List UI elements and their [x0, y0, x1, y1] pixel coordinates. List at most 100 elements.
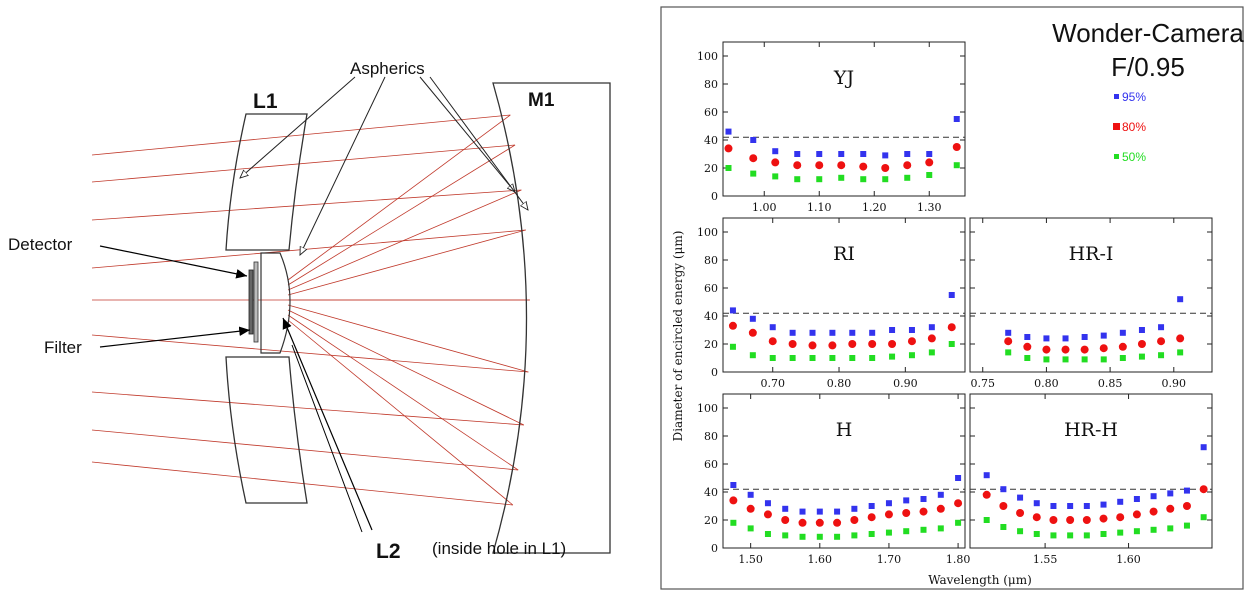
- point-80: [746, 504, 755, 513]
- l2-pointer-2: [291, 344, 363, 533]
- point-80: [867, 513, 876, 522]
- y-tick-label: 20: [704, 514, 718, 527]
- point-95: [903, 497, 910, 504]
- point-50: [955, 519, 962, 526]
- point-50: [1100, 531, 1107, 537]
- ray-incoming: [91, 114, 511, 156]
- point-95: [834, 508, 841, 515]
- point-95: [750, 137, 757, 143]
- point-80: [919, 507, 928, 516]
- point-95: [1033, 500, 1040, 507]
- point-95: [1062, 335, 1069, 342]
- x-tick-label: 1.55: [1033, 553, 1058, 566]
- y-tick-label: 40: [704, 486, 718, 499]
- y-tick-label: 40: [704, 310, 718, 323]
- point-95: [799, 508, 806, 515]
- x-tick-label: 0.80: [1034, 377, 1059, 390]
- point-50: [868, 531, 875, 537]
- point-95: [725, 128, 732, 135]
- point-80: [749, 154, 758, 163]
- y-tick-label: 20: [704, 162, 718, 175]
- point-80: [788, 340, 797, 348]
- point-50: [1005, 349, 1012, 356]
- x-tick-label: 0.90: [1162, 377, 1187, 390]
- point-50: [772, 173, 779, 180]
- point-50: [1000, 524, 1007, 530]
- point-50: [829, 355, 836, 361]
- ray-reflected: [287, 304, 529, 373]
- l2-label: L2: [376, 540, 401, 563]
- point-95: [1024, 334, 1031, 340]
- point-80: [768, 337, 777, 346]
- point-95: [1100, 332, 1107, 339]
- x-tick-label: 1.50: [738, 553, 763, 566]
- ray-incoming: [91, 229, 526, 269]
- point-95: [1200, 444, 1207, 451]
- point-80: [781, 516, 790, 524]
- point-80: [868, 340, 877, 348]
- point-50: [1081, 356, 1088, 363]
- point-95: [1158, 324, 1165, 331]
- aspherics-label: Aspherics: [350, 59, 425, 78]
- point-50: [1043, 356, 1050, 363]
- filter-element: [253, 261, 259, 343]
- y-axis-label: Diameter of encircled energy (μm): [671, 231, 685, 442]
- point-80: [952, 143, 961, 151]
- y-tick-label: 100: [697, 402, 718, 415]
- inside-hole-label: (inside hole in L1): [432, 539, 566, 558]
- y-tick-label: 80: [704, 254, 718, 267]
- y-tick-label: 60: [704, 106, 718, 119]
- m1-label: M1: [528, 90, 555, 111]
- point-50: [809, 355, 816, 361]
- ray-incoming: [91, 334, 529, 373]
- point-50: [794, 176, 801, 183]
- point-50: [838, 174, 845, 181]
- point-50: [882, 176, 889, 183]
- l2-pointer: [282, 317, 373, 531]
- point-95: [1050, 503, 1057, 509]
- point-80: [724, 144, 733, 153]
- point-95: [838, 151, 845, 157]
- point-95: [1117, 498, 1124, 505]
- point-80: [798, 518, 807, 527]
- x-tick-label: 1.30: [917, 201, 942, 214]
- x-tick-label: 0.75: [970, 377, 995, 390]
- point-50: [851, 532, 858, 539]
- panel-title: HR-H: [1064, 419, 1118, 441]
- light-rays: [91, 114, 530, 506]
- y-tick-label: 0: [711, 366, 718, 379]
- panel-hr-h: 1.55 1.60 HR-H: [969, 393, 1213, 566]
- panel-title: RI: [833, 243, 855, 265]
- point-80: [881, 164, 890, 172]
- l2-lens: [260, 252, 291, 354]
- point-50: [849, 355, 856, 361]
- point-95: [1083, 503, 1090, 509]
- l1-lens-upper: [225, 113, 308, 251]
- point-50: [953, 162, 960, 169]
- detector-pointer: [99, 245, 248, 279]
- point-80: [848, 340, 857, 348]
- point-50: [903, 528, 910, 535]
- y-tick-label: 80: [704, 78, 718, 91]
- point-80: [936, 504, 945, 513]
- point-50: [1177, 349, 1184, 356]
- point-80: [793, 161, 802, 170]
- point-95: [747, 491, 754, 498]
- point-50: [1133, 528, 1140, 535]
- point-50: [860, 176, 867, 183]
- point-95: [816, 508, 823, 515]
- figure-title-line2: F/0.95: [1111, 52, 1185, 82]
- aspherics-pointers: [240, 76, 528, 255]
- point-95: [1119, 329, 1126, 336]
- point-95: [816, 151, 823, 157]
- point-80: [833, 518, 842, 527]
- point-50: [1117, 529, 1124, 536]
- point-80: [1137, 340, 1146, 348]
- l1-lens-lower: [225, 356, 308, 504]
- point-95: [1067, 503, 1074, 509]
- point-95: [869, 329, 876, 336]
- point-80: [982, 490, 991, 499]
- point-50: [730, 519, 737, 526]
- ray-incoming: [91, 189, 522, 221]
- point-80: [1199, 485, 1208, 494]
